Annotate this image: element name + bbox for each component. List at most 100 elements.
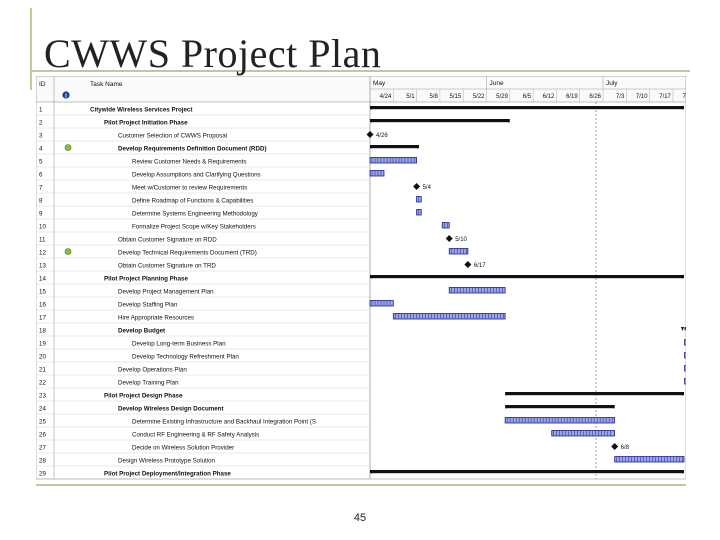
notes-icon-shape [64,248,72,255]
task-bar [504,417,616,424]
notes-icon [64,144,72,151]
task-name: Obtain Customer Signature on RDD [118,237,217,244]
task-id: 11 [39,237,46,244]
task-id: 28 [39,458,46,465]
task-name: Develop Wireless Design Document [118,406,224,413]
task-id: 13 [39,263,46,270]
title-accent-vertical-rule [30,8,32,90]
summary-bar-end-cap [681,392,684,396]
milestone-date-label: 5/10 [455,237,467,243]
task-name-column-header: Task Name [90,81,123,88]
task-name: Develop Budget [118,328,165,335]
task-name: Develop Long-term Business Plan [132,341,226,348]
task-id: 21 [39,367,46,374]
gantt-chart: ID Task Name i May June July 4/24 5/1 5/8 5/15 5/2… [36,76,686,480]
footer-rule [36,484,686,486]
page-number: 45 [353,512,367,524]
task-name: Determine Systems Engineering Methodolog… [132,211,259,218]
summary-bar-start-cap [370,119,373,123]
week-label: 4/24 [380,94,392,100]
task-id: 14 [39,276,46,283]
task-name: Develop Requirements Definition Document… [118,146,267,153]
milestone-date-label: 4/26 [376,133,388,139]
task-bar [448,248,469,255]
task-name: Obtain Customer Signature on TRD [118,263,216,270]
task-name: Hire Appropriate Resources [118,315,194,322]
summary-bar [370,119,510,123]
task-bar [551,430,616,437]
summary-bar-start-cap [370,145,373,149]
milestone-marker [413,183,421,190]
task-id: 19 [39,341,46,348]
task-bar [416,196,422,203]
summary-bar-end-cap [415,145,419,149]
month-label-july: July [606,80,618,87]
task-bar [448,287,506,294]
task-name: Pilot Project Planning Phase [104,276,188,283]
task-bar [614,456,685,463]
task-id: 15 [39,289,46,296]
task-id: 5 [39,159,43,166]
summary-bar-end-cap [681,327,684,331]
summary-bar [370,145,419,149]
summary-bar [505,405,615,409]
summary-bar [370,106,684,110]
task-id: 1 [39,107,43,114]
summary-bar [370,275,684,279]
task-name: Meet w/Customer to review Requirements [132,185,247,192]
summary-bar-start-cap [370,470,373,474]
month-label-may: May [373,80,386,87]
week-label: 6/19 [566,94,578,100]
task-name: Decide on Wireless Solution Provider [132,445,234,452]
task-name: Develop Assumptions and Clarifying Quest… [132,172,261,179]
summary-bar [370,470,684,474]
task-id: 29 [39,471,46,478]
summary-bar-end-cap [506,119,510,123]
week-label: 6/26 [589,94,601,100]
task-bar [416,209,422,216]
week-label: 7/10 [636,94,648,100]
id-column-header: ID [39,81,46,88]
summary-bar-start-cap [505,405,509,409]
notes-icon [64,248,72,255]
task-name: Pilot Project Initiation Phase [104,120,188,127]
summary-bar-start-cap [684,327,686,331]
task-bar [369,300,394,307]
milestone-date-label: 6/8 [621,445,630,451]
task-id: 3 [39,133,43,140]
summary-bar-end-cap [681,106,684,110]
task-id: 23 [39,393,46,400]
task-id: 7 [39,185,43,192]
task-id: 25 [39,419,46,426]
task-bar [369,170,385,177]
task-name: Develop Operations Plan [118,367,187,374]
task-name: Pilot Project Deployment/Integration Pha… [104,471,231,478]
task-id: 2 [39,120,43,127]
task-id: 9 [39,211,43,218]
task-name: Formalize Project Scope w/Key Stakeholde… [132,224,256,231]
task-id: 10 [39,224,46,231]
notes-icon-shape [64,144,72,151]
task-bar [684,365,686,372]
title-accent-horizontal-rule [30,70,690,72]
milestone-marker [611,443,619,450]
week-label: 7/3 [616,94,625,100]
task-bar [369,157,417,164]
task-id: 4 [39,146,43,153]
week-label: 6/12 [543,94,555,100]
task-name: Citywide Wireless Services Project [90,107,192,114]
task-id: 18 [39,328,46,335]
summary-bar-start-cap [505,392,509,396]
summary-bar-end-cap [611,405,615,409]
task-id: 8 [39,198,43,205]
task-name: Review Customer Needs & Requirements [132,159,247,166]
week-label: 6/5 [523,94,532,100]
week-label: 7/24 [683,94,686,100]
milestone-marker [366,131,374,138]
task-id: 20 [39,354,46,361]
task-name: Develop Training Plan [118,380,179,387]
milestone-date-label: 5/4 [423,185,432,191]
task-name: Develop Technical Requirements Document … [118,250,257,257]
milestone-date-label: 6/17 [474,263,486,269]
summary-bar-end-cap [681,470,684,474]
